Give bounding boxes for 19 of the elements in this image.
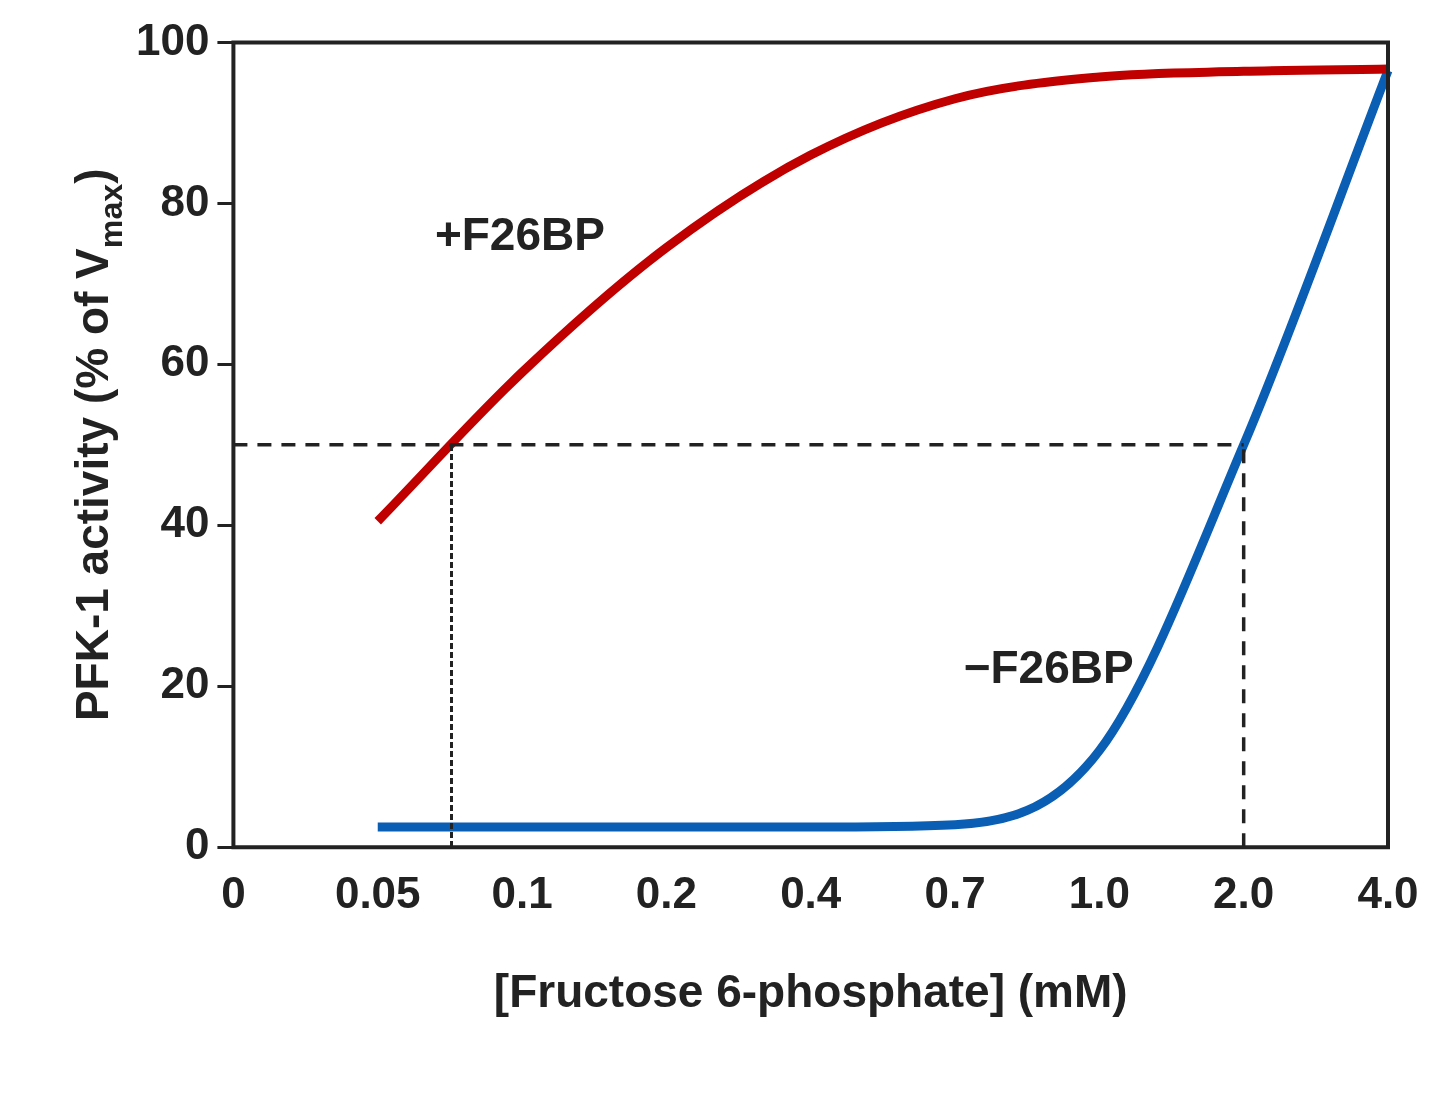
x-axis-title: [Fructose 6-phosphate] (mM) (493, 965, 1128, 1018)
y-tick-label: 0 (184, 819, 210, 869)
x-tick-label: 0.1 (491, 867, 553, 917)
x-tick-label: 1.0 (1068, 867, 1130, 917)
y-tick-label: 80 (160, 175, 210, 225)
x-tick-label: 0.05 (334, 867, 421, 917)
x-tick-label: 0.4 (780, 867, 842, 917)
y-tick-label: 40 (160, 497, 210, 547)
x-tick-label: 0.7 (924, 867, 986, 917)
x-tick-label: 0.2 (635, 867, 697, 917)
y-tick-label: 20 (160, 658, 210, 708)
x-tick-label: 2.0 (1213, 867, 1275, 917)
x-tick-label: 0 (221, 867, 246, 917)
x-tick-label: 4.0 (1357, 867, 1419, 917)
y-axis-title: PFK-1 activity (% of Vmax) (66, 168, 129, 722)
y-tick-label: 60 (160, 336, 210, 386)
series-label: −F26BP (963, 640, 1134, 693)
y-tick-label: 100 (135, 14, 210, 64)
series-label: +F26BP (434, 208, 605, 261)
